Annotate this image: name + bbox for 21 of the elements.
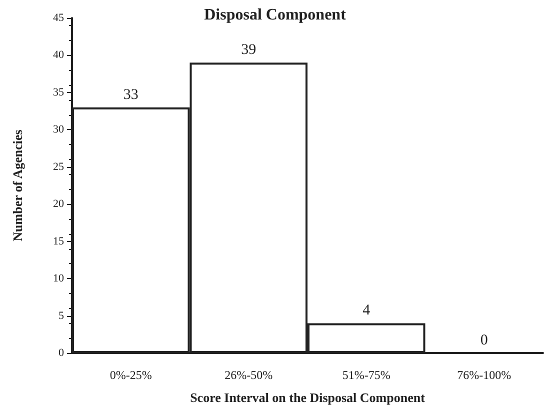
data-label: 0 xyxy=(480,332,488,348)
data-label: 33 xyxy=(123,86,138,103)
y-tick-label: 10 xyxy=(53,272,64,285)
y-tick-label: 15 xyxy=(53,235,64,248)
y-axis-title: Number of Agencies xyxy=(10,130,25,242)
chart-title: Disposal Component xyxy=(204,6,347,24)
y-tick-label: 30 xyxy=(53,124,64,136)
y-tick-label: 0 xyxy=(58,347,64,359)
y-tick-label: 35 xyxy=(53,86,64,98)
x-tick-label: 51%-75% xyxy=(342,368,390,382)
y-tick-label: 25 xyxy=(53,160,64,173)
data-label: 4 xyxy=(362,302,371,319)
x-tick-label: 0%-25% xyxy=(110,368,152,382)
y-tick-label: 20 xyxy=(53,198,64,210)
y-tick-label: 40 xyxy=(53,49,64,62)
x-tick-label: 76%-100% xyxy=(457,368,512,382)
y-tick-label: 45 xyxy=(53,12,64,24)
x-tick-label: 26%-50% xyxy=(224,368,273,382)
y-tick-label: 5 xyxy=(58,310,64,322)
data-label: 39 xyxy=(241,42,256,58)
x-axis-title: Score Interval on the Disposal Component xyxy=(190,390,426,405)
